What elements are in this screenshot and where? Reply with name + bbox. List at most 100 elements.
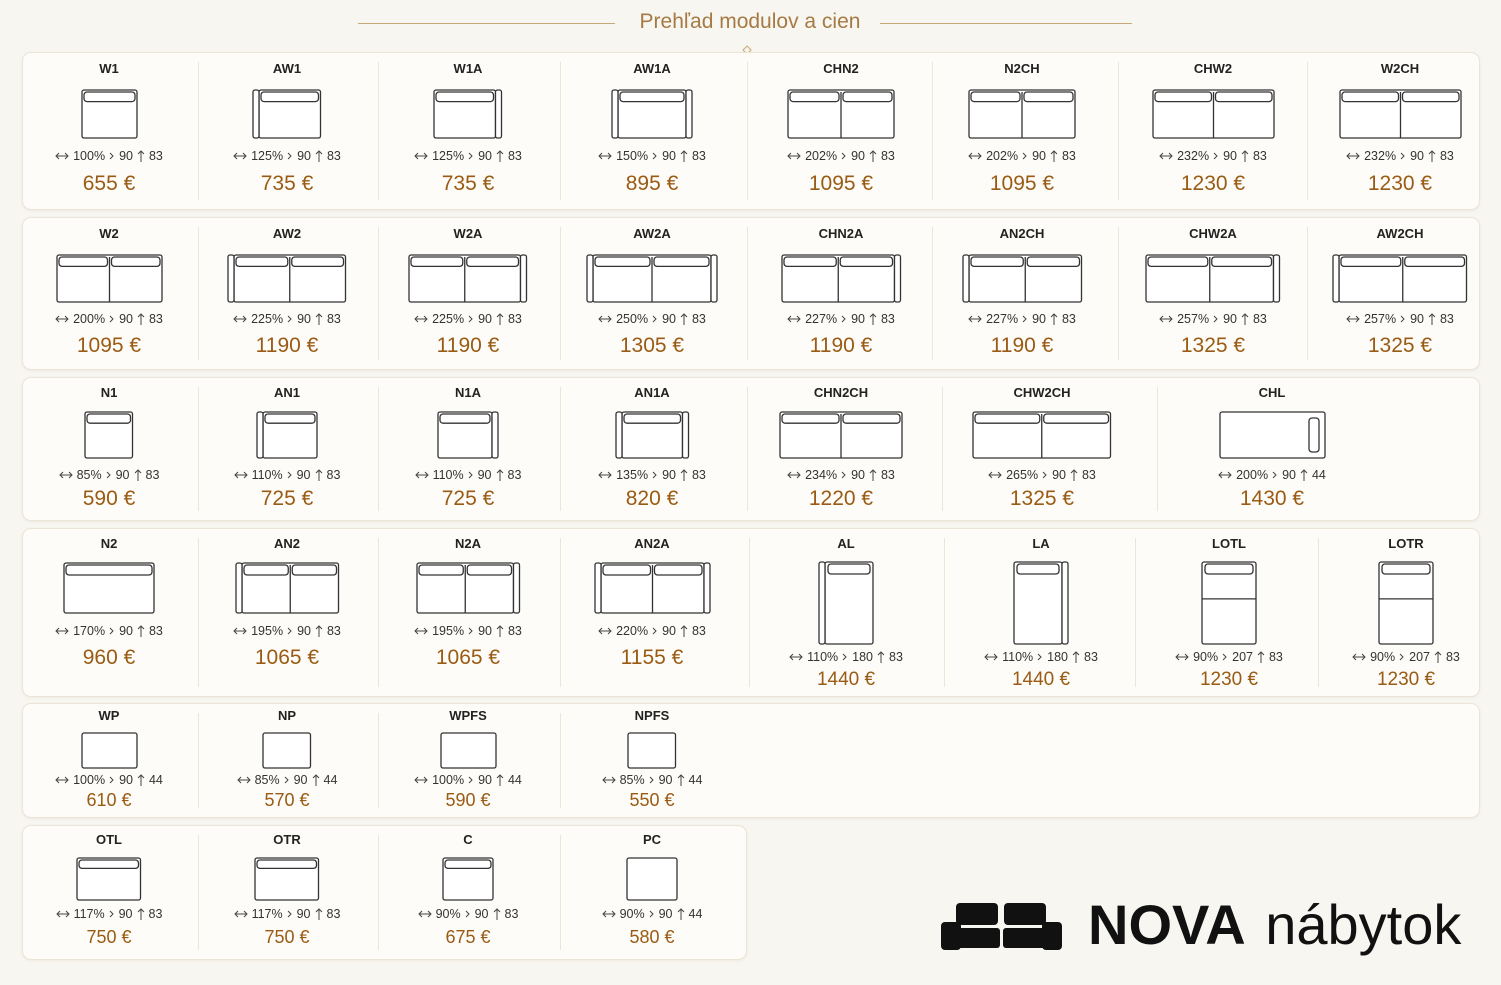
module-icon-wrap [197,561,377,620]
module-icon [256,411,318,459]
module-width: 257% [1364,312,1397,326]
module-width: 202% [986,149,1019,163]
module-width: 90% [619,907,645,921]
module-width: 100% [73,149,106,163]
module-dimensions: 257% 90 83 [1123,312,1303,326]
column-divider [1317,538,1319,687]
module-icon-wrap [197,253,377,309]
module-price: 1325 € [1180,334,1246,358]
module-depth: 180 [852,650,873,664]
module-dimensions: 117% 90 83 [19,907,199,921]
sep-icon [1213,315,1218,323]
module-icon [968,89,1076,139]
module-height: 44 [688,907,703,921]
module-price: 1190 € [436,334,500,358]
module-icon [437,411,499,459]
module-dimensions: 85% 90 83 [19,468,199,482]
width-icon [414,776,428,784]
width-icon [414,315,428,323]
module-code: LOTL [1212,536,1246,551]
height-icon [137,313,145,325]
row-card [22,825,747,960]
column-divider [377,62,379,200]
module-depth: 90 [478,149,492,163]
sep-icon [468,152,473,160]
module-icon-wrap [197,410,377,465]
sep-icon [649,776,654,784]
module-width: 117% [251,907,283,921]
module-code: N2CH [1004,61,1040,76]
sep-icon [109,315,114,323]
sep-icon [1022,152,1027,160]
module-width: 225% [432,312,465,326]
module-depth: 207 [1409,650,1430,664]
module-width: 85% [254,773,280,787]
height-icon [1428,150,1436,162]
width-icon [1175,653,1189,661]
sep-icon [652,627,657,635]
width-icon [417,910,432,918]
module-width: 200% [1236,468,1269,482]
module-dimensions: 225% 90 83 [378,312,558,326]
brand-name: NOVA [1088,893,1246,956]
sep-icon [1037,653,1042,661]
module-icon-wrap [1316,560,1496,651]
module-height: 83 [1252,149,1267,163]
module-width: 135% [616,468,649,482]
module-depth: 90 [119,624,133,638]
module-dimensions: 265% 90 83 [952,468,1132,482]
width-icon [988,471,1002,479]
sep-icon [1222,653,1227,661]
width-icon [55,910,70,918]
column-divider [198,387,199,511]
module-depth: 90 [658,773,673,787]
sep-icon [287,910,292,918]
column-divider [377,387,379,511]
module-icon [433,89,503,139]
module-dimensions: 220% 90 83 [562,624,742,638]
width-icon [1159,315,1173,323]
module-dimensions: 195% 90 83 [197,624,377,638]
module-dimensions: 85% 90 44 [562,773,742,787]
brand-suffix: nábytok [1265,893,1462,956]
height-icon [869,150,877,162]
module-height: 83 [691,468,706,482]
module-icon [1201,561,1257,645]
column-divider [560,713,561,808]
module-icon [781,254,901,303]
module-icon-wrap [562,731,742,775]
height-icon [137,625,145,637]
module-width: 225% [251,312,284,326]
module-code: AW2A [633,226,671,241]
module-price: 590 € [445,790,491,811]
width-icon [55,152,69,160]
module-price: 675 € [445,927,491,948]
module-height: 83 [326,312,341,326]
module-dimensions: 202% 90 83 [751,149,931,163]
module-height: 83 [1439,312,1454,326]
module-height: 83 [148,149,163,163]
column-divider [377,835,379,950]
width-icon [1352,653,1366,661]
module-height: 83 [145,468,160,482]
module-price: 1230 € [1367,172,1433,196]
module-height: 83 [1252,312,1267,326]
module-height: 83 [507,312,522,326]
module-code: CHW2A [1189,226,1237,241]
module-height: 44 [323,773,338,787]
module-height: 83 [148,907,163,921]
module-code: AW1A [633,61,671,76]
module-dimensions: 250% 90 83 [562,312,742,326]
column-divider [560,538,561,687]
module-dimensions: 85% 90 44 [197,773,377,787]
height-icon [1050,150,1058,162]
module-price: 750 € [86,927,132,948]
module-dimensions: 200% 90 83 [19,312,199,326]
width-icon [1346,152,1360,160]
module-code: N2 [100,536,118,551]
module-width: 195% [251,624,284,638]
module-height: 83 [507,624,522,638]
module-height: 83 [504,907,519,921]
width-icon [968,152,982,160]
